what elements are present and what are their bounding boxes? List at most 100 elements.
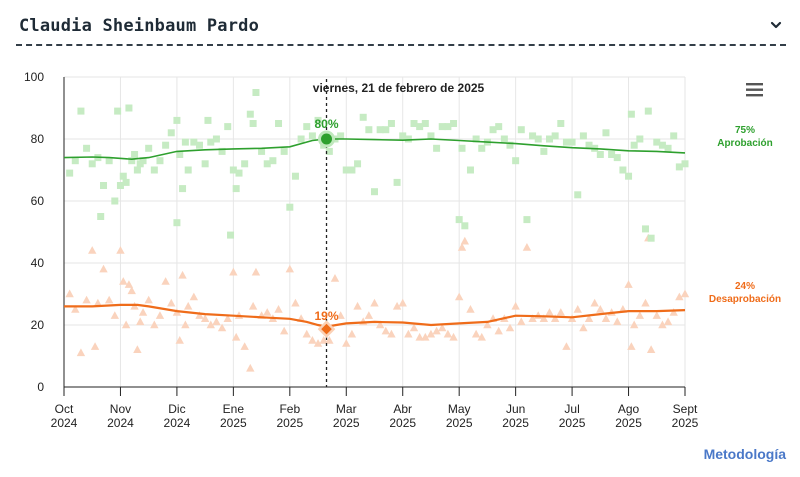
- approval-poll-point: [342, 166, 350, 174]
- approval-poll-point: [227, 231, 235, 239]
- disapproval-poll-point: [325, 336, 334, 344]
- y-tick-label: 100: [24, 70, 44, 84]
- approval-poll-point: [540, 147, 548, 155]
- x-tick-label: Nov: [110, 402, 131, 416]
- disapproval-poll-point: [443, 329, 453, 338]
- disapproval-poll-point: [121, 320, 131, 329]
- approval-poll-point: [162, 141, 170, 149]
- disapproval-poll-point: [426, 329, 436, 338]
- disapproval-poll-point: [155, 311, 165, 319]
- disapproval-poll-point: [184, 301, 193, 310]
- y-tick-label: 60: [31, 194, 45, 208]
- disapproval-poll-point: [217, 323, 227, 332]
- approval-poll-point: [602, 129, 610, 137]
- approval-poll-point: [114, 107, 122, 115]
- disapproval-poll-point: [200, 314, 210, 322]
- disapproval-poll-point: [370, 298, 379, 307]
- disapproval-poll-point: [104, 295, 114, 304]
- disapproval-poll-point: [93, 298, 103, 307]
- approval-poll-point: [337, 132, 345, 140]
- trend-lines: [63, 138, 686, 328]
- approval-poll-point: [184, 166, 192, 174]
- disapproval-poll-point: [212, 317, 221, 326]
- approval-poll-point: [111, 197, 119, 205]
- x-tick-label: 2025: [333, 416, 360, 430]
- disapproval-poll-point: [590, 298, 599, 307]
- approval-end-name: Aprobación: [717, 138, 773, 149]
- disapproval-poll-point: [466, 305, 475, 313]
- disapproval-poll-point: [460, 236, 470, 245]
- approval-poll-point: [280, 147, 288, 155]
- approval-poll-point: [472, 135, 480, 143]
- disapproval-poll-point: [646, 345, 656, 353]
- disapproval-poll-point: [522, 243, 532, 251]
- approval-poll-point: [348, 166, 356, 174]
- x-axis: Oct2024Nov2024Dic2024Ene2025Feb2025Mar20…: [51, 77, 699, 430]
- approval-poll-point: [489, 126, 497, 134]
- disapproval-poll-point: [624, 280, 633, 288]
- x-tick-label: 2024: [107, 416, 134, 430]
- x-tick-label: Ago: [618, 402, 640, 416]
- approval-poll-point: [354, 160, 362, 168]
- x-tick-label: Dic: [168, 402, 185, 416]
- approval-poll-point: [647, 234, 655, 242]
- end-labels: 75% Aprobación 24% Desaprobación: [709, 125, 781, 305]
- x-tick-label: Ene: [223, 402, 245, 416]
- disapproval-trend-line: [64, 303, 686, 328]
- approval-poll-point: [653, 138, 661, 146]
- approval-poll-point: [455, 216, 463, 224]
- approval-poll-point: [167, 129, 175, 137]
- section-header[interactable]: Claudia Sheinbaum Pardo: [16, 8, 786, 46]
- approval-poll-point: [105, 157, 113, 165]
- disapproval-poll-point: [246, 363, 255, 372]
- approval-poll-point: [382, 126, 390, 134]
- disapproval-poll-point: [635, 311, 645, 319]
- disapproval-poll-point: [483, 320, 492, 329]
- crosshair: viernes, 21 de febrero de 2025 80% 19%: [313, 79, 485, 387]
- approval-poll-point: [529, 132, 537, 140]
- chevron-down-icon[interactable]: [768, 17, 784, 33]
- disapproval-poll-point: [136, 317, 145, 326]
- disapproval-end-value: 24%: [735, 281, 755, 292]
- hamburger-menu-icon[interactable]: [746, 83, 763, 97]
- x-tick-label: May: [448, 402, 471, 416]
- disapproval-poll-point: [144, 295, 153, 304]
- approval-poll-point: [195, 141, 203, 149]
- approval-poll-point: [173, 219, 181, 227]
- disapproval-crosshair-value: 19%: [314, 309, 338, 323]
- disapproval-poll-point: [161, 277, 170, 285]
- disapproval-poll-point: [302, 329, 311, 338]
- approval-poll-point: [585, 141, 593, 149]
- disapproval-poll-point: [65, 289, 74, 298]
- approval-poll-point: [212, 135, 220, 143]
- approval-poll-point: [534, 135, 542, 143]
- disapproval-poll-point: [387, 329, 396, 338]
- disapproval-poll-point: [375, 320, 385, 329]
- disapproval-poll-point: [150, 320, 159, 329]
- approval-poll-point: [235, 169, 243, 177]
- approval-end-value: 75%: [735, 125, 755, 136]
- disapproval-poll-point: [175, 336, 184, 344]
- approval-poll-point: [297, 135, 305, 143]
- approval-poll-point: [181, 138, 189, 146]
- x-tick-label: Mar: [336, 402, 357, 416]
- approval-poll-point: [66, 169, 74, 177]
- approval-poll-point: [641, 225, 649, 233]
- approval-poll-point: [371, 188, 378, 196]
- approval-poll-point: [122, 178, 130, 186]
- disapproval-poll-point: [248, 301, 258, 310]
- methodology-link[interactable]: Metodología: [703, 446, 786, 462]
- y-tick-label: 20: [31, 318, 45, 332]
- approval-poll-point: [252, 89, 260, 96]
- approval-poll-point: [359, 113, 367, 121]
- disapproval-poll-point: [392, 301, 402, 310]
- disapproval-poll-point: [680, 289, 690, 298]
- disapproval-poll-point: [119, 277, 128, 285]
- approval-poll-point: [568, 138, 576, 146]
- disapproval-poll-point: [658, 320, 667, 329]
- approval-poll-point: [574, 191, 582, 199]
- approval-points: [66, 89, 689, 242]
- approval-poll-point: [625, 172, 633, 180]
- approval-poll-point: [291, 172, 299, 180]
- disapproval-poll-point: [545, 308, 554, 316]
